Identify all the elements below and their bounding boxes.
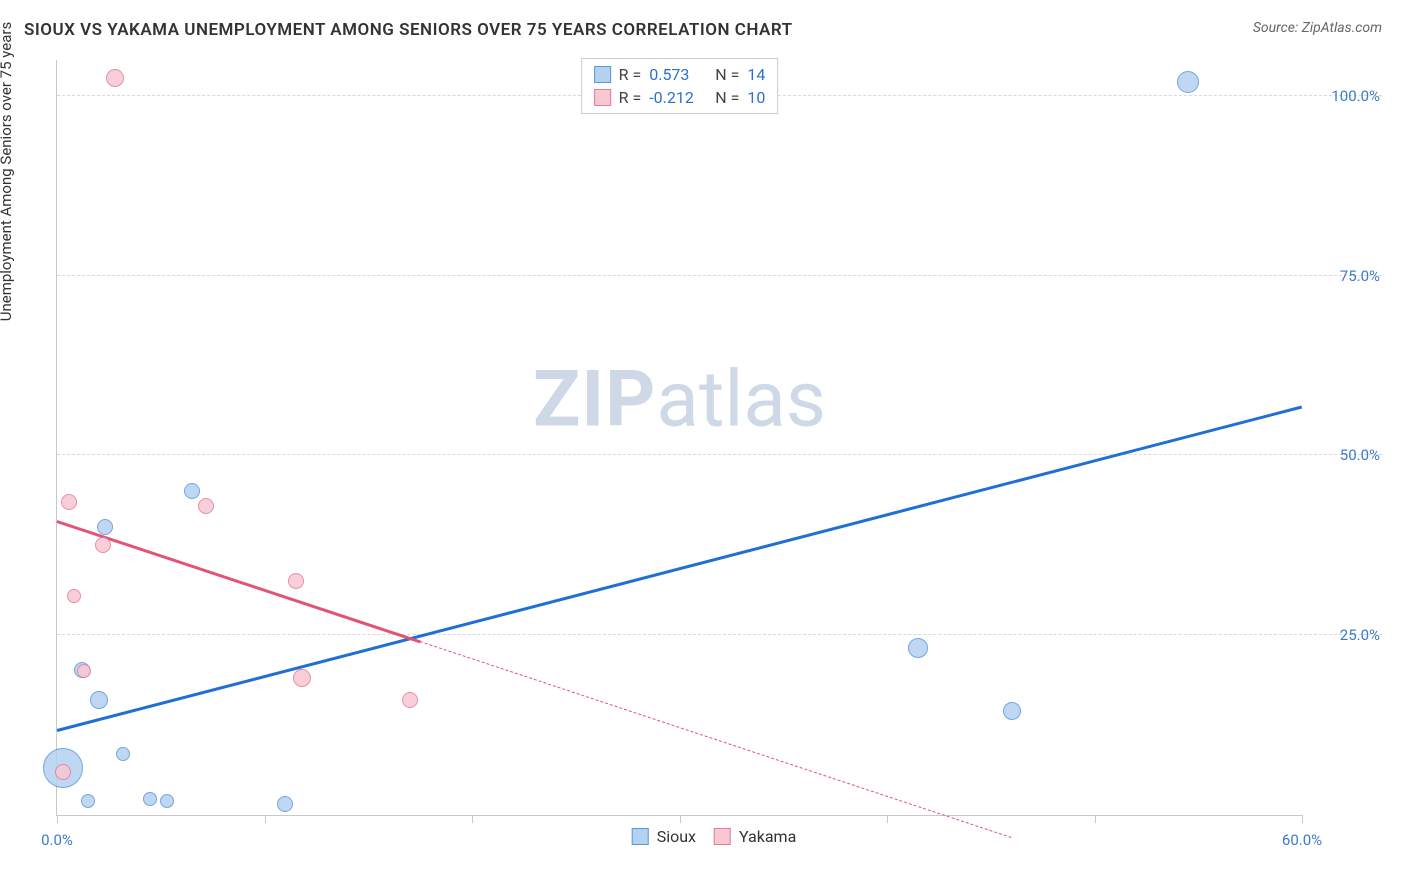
stat-r-label-1: R =: [619, 88, 642, 107]
stat-r-label-0: R =: [619, 65, 642, 84]
source-name: ZipAtlas.com: [1302, 20, 1382, 36]
legend-label-yakama: Yakama: [739, 827, 796, 846]
data-point: [277, 796, 293, 812]
data-point: [402, 692, 418, 708]
data-point: [81, 794, 95, 808]
x-tick: [472, 815, 473, 823]
data-point: [160, 794, 174, 808]
data-point: [116, 747, 130, 761]
y-tick-label: 25.0%: [1310, 626, 1380, 644]
trend-line: [57, 520, 421, 643]
swatch-yakama: [594, 89, 611, 106]
x-tick: [1302, 815, 1303, 823]
y-tick-label: 100.0%: [1310, 87, 1380, 105]
data-point: [1003, 702, 1021, 720]
data-point: [67, 589, 81, 603]
legend-swatch-sioux: [632, 828, 649, 845]
data-point: [198, 498, 214, 514]
plot-area: ZIPatlas R = 0.573 N = 14 R = -0.212 N =…: [56, 60, 1302, 816]
data-point: [293, 669, 311, 687]
stat-n-label-1: N =: [715, 88, 739, 107]
x-tick: [887, 815, 888, 823]
x-tick-label: 0.0%: [41, 831, 73, 849]
stat-r-value-0: 0.573: [649, 65, 707, 84]
data-point: [1177, 71, 1199, 93]
trend-line: [57, 405, 1303, 731]
data-point: [61, 494, 77, 510]
x-tick: [57, 815, 58, 823]
stats-row-sioux: R = 0.573 N = 14: [594, 63, 766, 86]
data-point: [106, 69, 124, 87]
source-attribution: Source: ZipAtlas.com: [1253, 20, 1382, 36]
y-axis-label: Unemployment Among Seniors over 75 years: [0, 22, 15, 321]
stats-row-yakama: R = -0.212 N = 10: [594, 86, 766, 109]
legend-item-sioux: Sioux: [632, 827, 696, 846]
trend-line-extrapolated: [420, 641, 1012, 838]
data-point: [55, 764, 71, 780]
data-point: [95, 537, 111, 553]
legend: Sioux Yakama: [632, 827, 797, 846]
x-tick: [680, 815, 681, 823]
data-point: [908, 638, 928, 658]
legend-item-yakama: Yakama: [714, 827, 796, 846]
legend-swatch-yakama: [714, 828, 731, 845]
data-point: [184, 483, 200, 499]
x-tick: [1095, 815, 1096, 823]
data-point: [77, 664, 91, 678]
source-prefix: Source:: [1253, 20, 1302, 36]
chart-container: Unemployment Among Seniors over 75 years…: [46, 60, 1382, 864]
legend-label-sioux: Sioux: [657, 827, 696, 846]
stat-n-label-0: N =: [715, 65, 739, 84]
stat-r-value-1: -0.212: [649, 88, 707, 107]
stat-n-value-1: 10: [747, 88, 765, 107]
y-tick-label: 50.0%: [1310, 446, 1380, 464]
data-point: [288, 573, 304, 589]
swatch-sioux: [594, 66, 611, 83]
correlation-stats-box: R = 0.573 N = 14 R = -0.212 N = 10: [581, 58, 779, 114]
y-tick-label: 75.0%: [1310, 267, 1380, 285]
data-point: [90, 691, 108, 709]
x-tick-label: 60.0%: [1282, 831, 1322, 849]
data-point: [143, 792, 157, 806]
chart-title: SIOUX VS YAKAMA UNEMPLOYMENT AMONG SENIO…: [24, 20, 793, 40]
stat-n-value-0: 14: [747, 65, 765, 84]
x-tick: [265, 815, 266, 823]
